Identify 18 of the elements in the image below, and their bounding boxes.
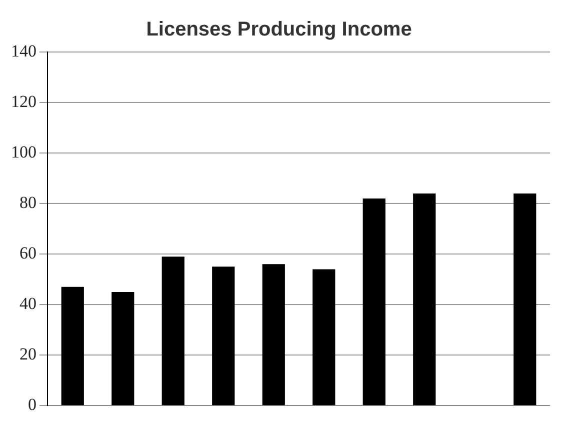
y-tick-label: 120 [11, 92, 36, 111]
y-tick-label: 80 [20, 193, 36, 212]
y-tick-label: 20 [20, 344, 36, 364]
y-tick-label: 100 [11, 142, 36, 162]
bar [362, 198, 386, 406]
bar [312, 269, 336, 406]
y-tick-label: 60 [20, 244, 36, 263]
y-tick-label: 40 [20, 294, 36, 314]
y-tick-label: 0 [28, 395, 36, 414]
bar [413, 193, 436, 406]
bar [112, 292, 134, 406]
bar [162, 256, 184, 406]
y-tick-label: 140 [11, 41, 36, 60]
bar [212, 266, 235, 406]
chart-title: Licenses Producing Income [146, 18, 412, 41]
bar [514, 193, 536, 406]
bar [262, 264, 285, 406]
bar [61, 286, 84, 406]
